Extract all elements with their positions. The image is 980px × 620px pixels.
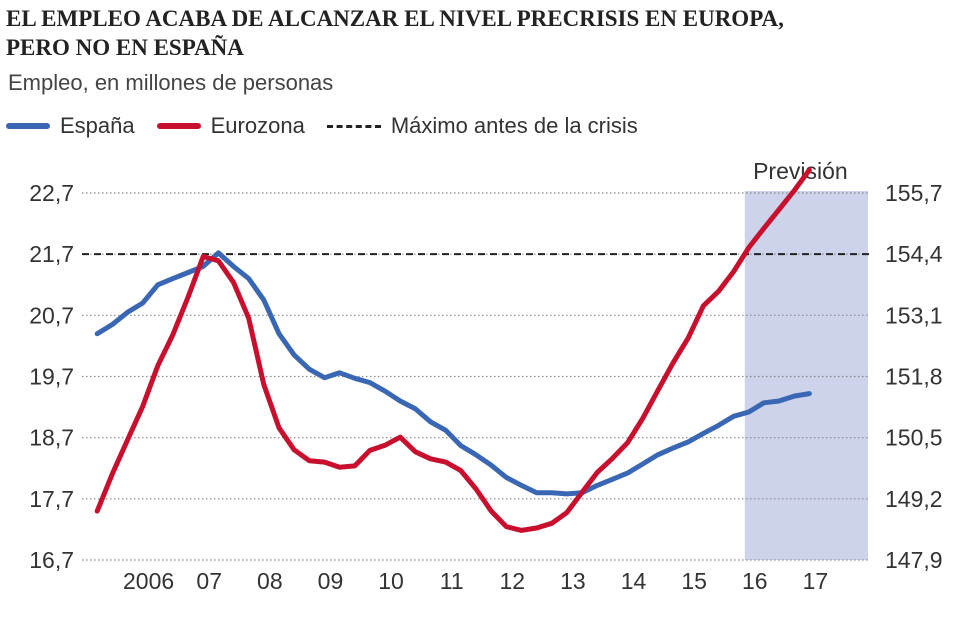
legend-swatch-maximum bbox=[326, 124, 381, 128]
y-tick-label-left: 18,7 bbox=[29, 425, 74, 451]
y-tick-label-right: 151,8 bbox=[885, 364, 943, 390]
legend-label-maximum: Máximo antes de la crisis bbox=[390, 113, 638, 138]
legend-label-eurozone: Eurozona bbox=[210, 113, 305, 138]
legend-item-spain: España bbox=[6, 113, 135, 139]
x-tick-label: 07 bbox=[196, 568, 222, 594]
chart-legend: España Eurozona Máximo antes de la crisi… bbox=[6, 111, 660, 141]
chart-subtitle: Empleo, en millones de personas bbox=[8, 70, 334, 95]
y-tick-label-right: 149,2 bbox=[885, 486, 943, 512]
x-tick-label: 09 bbox=[318, 568, 344, 594]
x-tick-label: 12 bbox=[500, 568, 526, 594]
x-tick-label: 08 bbox=[257, 568, 283, 594]
x-tick-label: 14 bbox=[621, 568, 647, 594]
y-tick-label-left: 17,7 bbox=[29, 486, 74, 512]
y-tick-label-left: 16,7 bbox=[29, 547, 74, 573]
y-tick-label-right: 153,1 bbox=[885, 302, 943, 328]
x-tick-label: 16 bbox=[742, 568, 768, 594]
legend-item-maximum: Máximo antes de la crisis bbox=[326, 113, 638, 139]
chart-title-line-1: EL EMPLEO ACABA DE ALCANZAR EL NIVEL PRE… bbox=[6, 6, 784, 31]
y-tick-label-left: 19,7 bbox=[29, 364, 74, 390]
x-tick-label: 2006 bbox=[123, 568, 174, 594]
x-tick-label: 17 bbox=[803, 568, 829, 594]
y-tick-label-right: 147,9 bbox=[885, 547, 943, 573]
y-tick-label-right: 155,7 bbox=[885, 180, 943, 206]
y-tick-label-right: 154,4 bbox=[885, 241, 943, 267]
y-tick-label-left: 20,7 bbox=[29, 302, 74, 328]
legend-label-spain: España bbox=[60, 113, 135, 138]
series-line-spain bbox=[94, 250, 812, 497]
y-tick-label-right: 150,5 bbox=[885, 425, 943, 451]
legend-item-eurozone: Eurozona bbox=[156, 113, 305, 139]
forecast-band bbox=[744, 191, 868, 560]
legend-swatch-spain bbox=[6, 123, 50, 129]
y-tick-label-left: 22,7 bbox=[29, 180, 74, 206]
x-tick-label: 13 bbox=[560, 568, 586, 594]
y-tick-label-left: 21,7 bbox=[29, 241, 74, 267]
chart-title: EL EMPLEO ACABA DE ALCANZAR EL NIVEL PRE… bbox=[6, 4, 966, 62]
legend-swatch-eurozone bbox=[156, 123, 201, 129]
x-tick-label: 11 bbox=[440, 568, 464, 594]
series-line-eurozone bbox=[94, 167, 812, 533]
chart-title-line-2: PERO NO EN ESPAÑA bbox=[6, 35, 244, 60]
x-tick-label: 10 bbox=[378, 568, 404, 594]
x-tick-label: 15 bbox=[681, 568, 707, 594]
